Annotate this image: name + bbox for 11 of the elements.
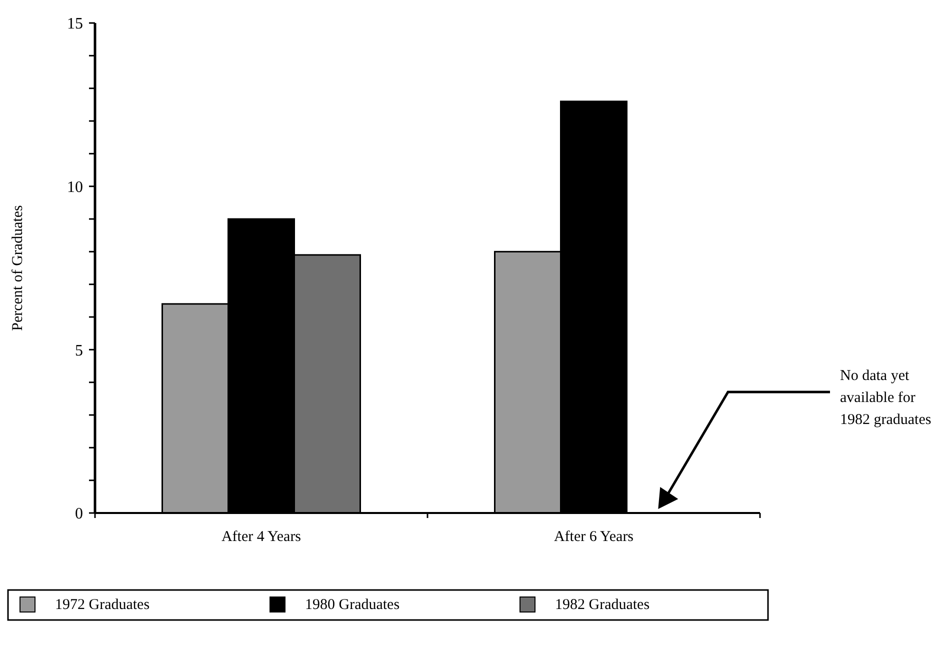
y-tick-label: 5 — [75, 342, 83, 360]
y-axis-title: Percent of Graduates — [10, 204, 26, 331]
legend-label: 1982 Graduates — [555, 597, 650, 613]
x-tick-label: After 6 Years — [554, 529, 634, 545]
y-tick-label: 15 — [67, 16, 83, 33]
legend-label: 1972 Graduates — [55, 597, 150, 613]
x-tick-label: After 4 Years — [221, 529, 302, 545]
y-tick-label: 10 — [67, 178, 83, 196]
legend-label: 1980 Graduates — [305, 597, 400, 613]
y-tick-label: 0 — [75, 506, 83, 523]
text: No data yet available for 1982 graduates — [840, 368, 932, 428]
